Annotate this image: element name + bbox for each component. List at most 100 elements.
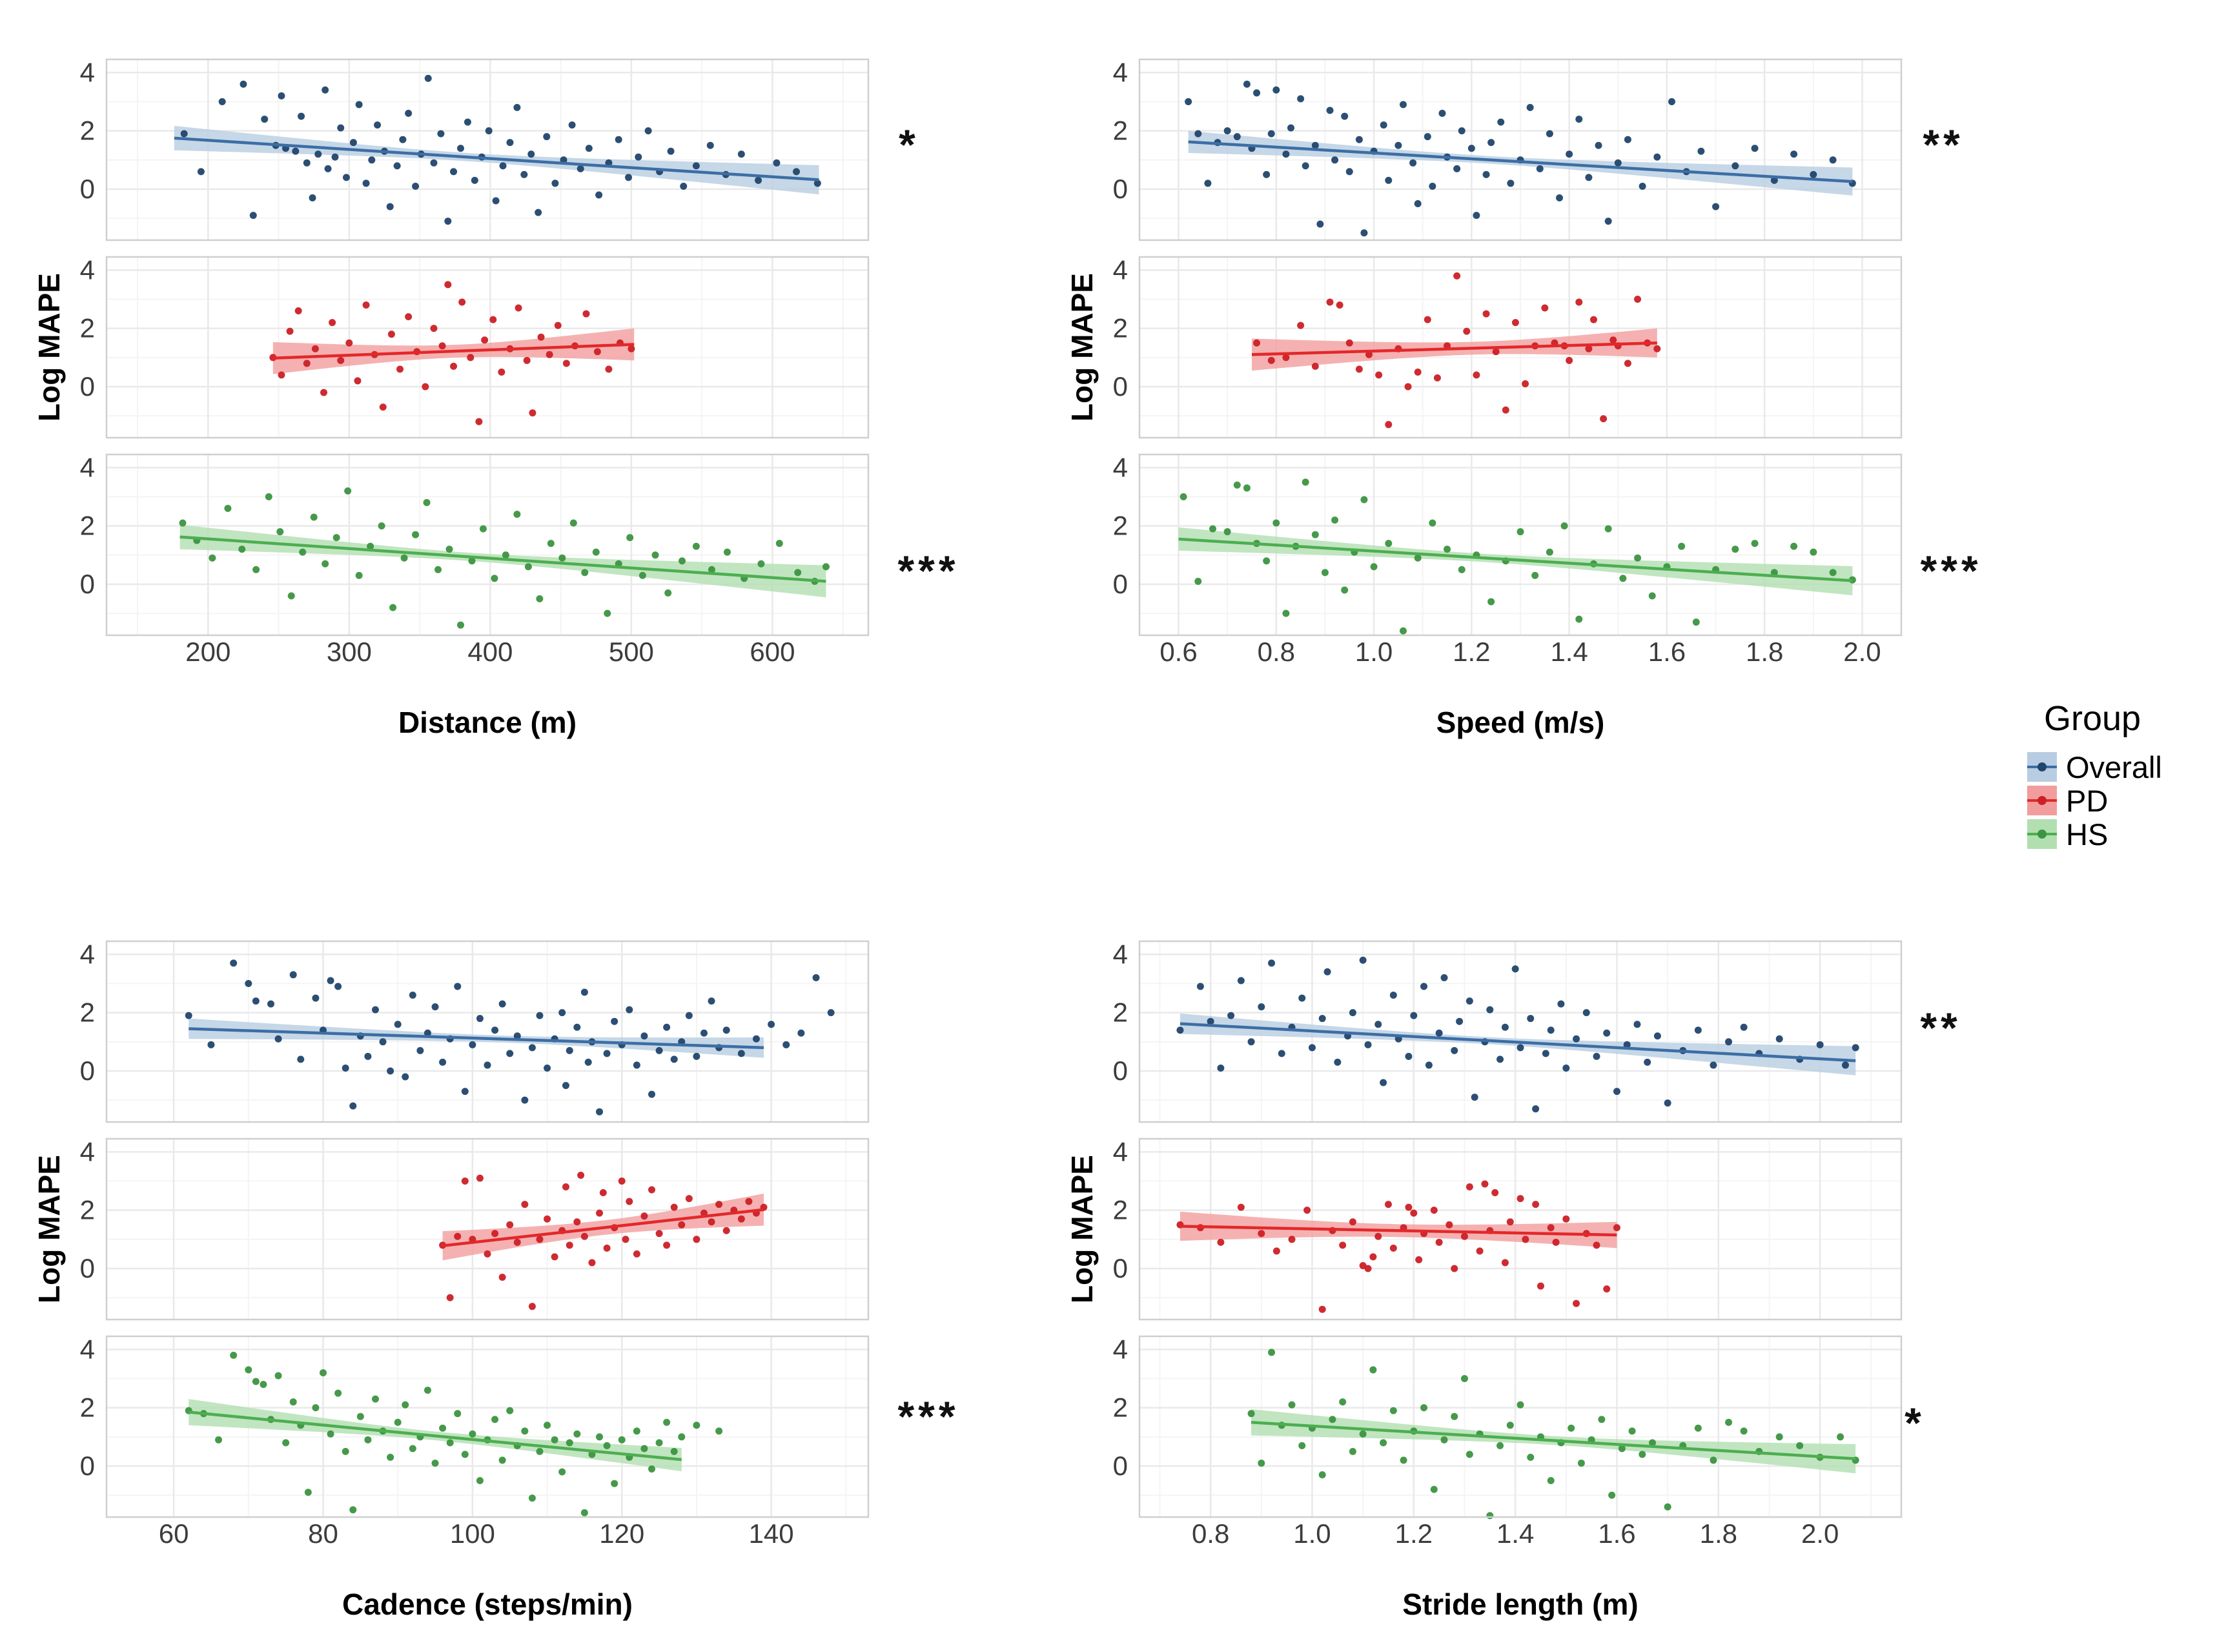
y-tick-label: 2 [1113,1392,1128,1423]
points-speed-pd [1253,272,1661,429]
x-tick-label: 1.4 [1550,637,1588,667]
regression-line-speed-pd [1251,341,1657,356]
regression-line-cadence-pd [442,1208,764,1247]
x-tick-label: 60 [159,1518,189,1549]
x-tick-label: 1.6 [1598,1518,1635,1549]
chart-speed: 4 2 0 4 2 0 4 2 0 0.6 0.8 1.0 1.2 1.4 1.6 1.8 2.0 [1113,57,1903,667]
y-tick-label: 2 [80,511,95,541]
y-tick-label: 0 [80,1253,95,1283]
x-tick-label: 0.8 [1192,1518,1229,1549]
y-tick-label: 2 [1113,1195,1128,1225]
significance-distance-hs: *** [897,547,959,595]
y-tick-label: 2 [1113,116,1128,146]
ci-band-distance-hs [179,524,826,598]
y-tick-label: 2 [80,116,95,146]
panel-speed-pd: 4 2 0 [1113,254,1903,439]
y-tick-label: 4 [80,939,95,969]
x-axis-title-distance: Distance (m) [398,706,577,739]
points-distance-hs [179,487,830,629]
y-tick-label: 4 [80,57,95,87]
x-axis-title-cadence: Cadence (steps/min) [342,1587,633,1621]
x-tick-label: 2.0 [1843,637,1881,667]
x-tick-label: 120 [599,1518,644,1549]
x-tick-label: 500 [609,637,654,667]
legend-key-pd-icon [2027,786,2057,815]
panel-stride-length-hs: 4 2 0 [1113,1334,1903,1520]
y-axis-title-distance: Log MAPE [32,273,66,422]
regression-line-stride-length-hs [1251,1420,1856,1460]
regression-line-cadence-hs [189,1411,682,1462]
y-tick-label: 0 [80,371,95,402]
x-tick-label: 0.8 [1258,637,1295,667]
chart-cadence: 4 2 0 4 2 0 4 2 0 60 80 100 120 140 [80,939,870,1549]
x-tick-label: 1.6 [1648,637,1686,667]
x-tick-label: 1.2 [1395,1518,1433,1549]
regression-line-cadence-overall [189,1027,764,1050]
regression-line-speed-overall [1188,140,1853,183]
significance-speed-hs: *** [1920,547,1982,595]
y-tick-label: 0 [1113,1055,1128,1086]
significance-stride-overall: ** [1920,1004,1961,1052]
chart-stride-length: 4 2 0 4 2 0 4 2 0 0.8 1.0 1.2 1.4 1.6 1.8 2.0 [1113,939,1903,1549]
y-tick-label: 2 [80,1195,95,1225]
y-tick-label: 0 [80,174,95,204]
y-tick-label: 4 [1113,452,1128,482]
regression-line-speed-hs [1178,537,1853,582]
points-speed-overall [1185,80,1856,237]
y-tick-label: 4 [1113,939,1128,969]
ci-band-speed-hs [1178,527,1853,596]
x-tick-label: 0.6 [1159,637,1197,667]
legend: Group Overall PD HS [2027,699,2234,851]
legend-label-overall: Overall [2066,750,2162,784]
legend-label-pd: PD [2066,783,2109,818]
panel-speed-hs: 4 2 0 [1113,452,1903,637]
x-tick-label: 1.2 [1453,637,1490,667]
legend-label-hs: HS [2066,817,2109,851]
x-tick-label: 400 [467,637,513,667]
legend-item-hs: HS [2027,817,2234,851]
ci-band-stride-length-overall [1180,1014,1856,1076]
y-tick-label: 4 [1113,1136,1128,1167]
significance-cadence-hs: *** [897,1392,959,1440]
panel-cadence-pd: 4 2 0 [80,1136,870,1321]
regression-line-stride-length-overall [1180,1022,1856,1063]
y-tick-label: 2 [1113,511,1128,541]
y-tick-label: 4 [80,254,95,285]
y-tick-label: 4 [1113,1334,1128,1364]
points-stride-length-overall [1176,956,1859,1113]
y-tick-label: 4 [80,452,95,482]
y-tick-label: 4 [1113,254,1128,285]
y-axis-title-speed: Log MAPE [1065,273,1099,422]
x-tick-label: 80 [308,1518,338,1549]
panel-distance-overall: 4 2 0 [80,57,870,241]
x-tick-label: 1.8 [1700,1518,1737,1549]
panel-cadence-hs: 4 2 0 [80,1334,870,1518]
y-tick-label: 0 [1113,174,1128,204]
legend-key-hs-icon [2027,819,2057,849]
significance-speed-overall: ** [1923,121,1964,168]
y-tick-label: 2 [1113,997,1128,1028]
y-axis-title-stride: Log MAPE [1065,1155,1099,1303]
x-axis-title-stride: Stride length (m) [1402,1587,1639,1621]
y-tick-label: 0 [1113,569,1128,599]
x-tick-label: 100 [450,1518,495,1549]
y-tick-label: 0 [80,569,95,599]
chart-distance: 4 2 0 4 2 0 4 2 0 200 300 400 500 600 [80,57,870,667]
regression-line-distance-hs [179,535,826,583]
x-axis-title-speed: Speed (m/s) [1436,706,1605,739]
x-tick-label: 1.0 [1355,637,1393,667]
y-axis-title-cadence: Log MAPE [32,1155,66,1303]
y-tick-label: 0 [80,1451,95,1481]
x-tick-label: 140 [749,1518,794,1549]
points-speed-hs [1180,478,1856,635]
panel-distance-hs: 4 2 0 [80,452,870,637]
panel-distance-pd: 4 2 0 [80,254,870,439]
y-tick-label: 0 [1113,1451,1128,1481]
legend-item-overall: Overall [2027,750,2234,784]
regression-line-distance-overall [174,136,819,181]
significance-stride-hs: * [1905,1399,1925,1447]
panel-stride-length-overall: 4 2 0 [1113,939,1903,1123]
points-stride-length-pd [1176,1180,1620,1313]
panel-stride-length-pd: 4 2 0 [1113,1136,1903,1321]
